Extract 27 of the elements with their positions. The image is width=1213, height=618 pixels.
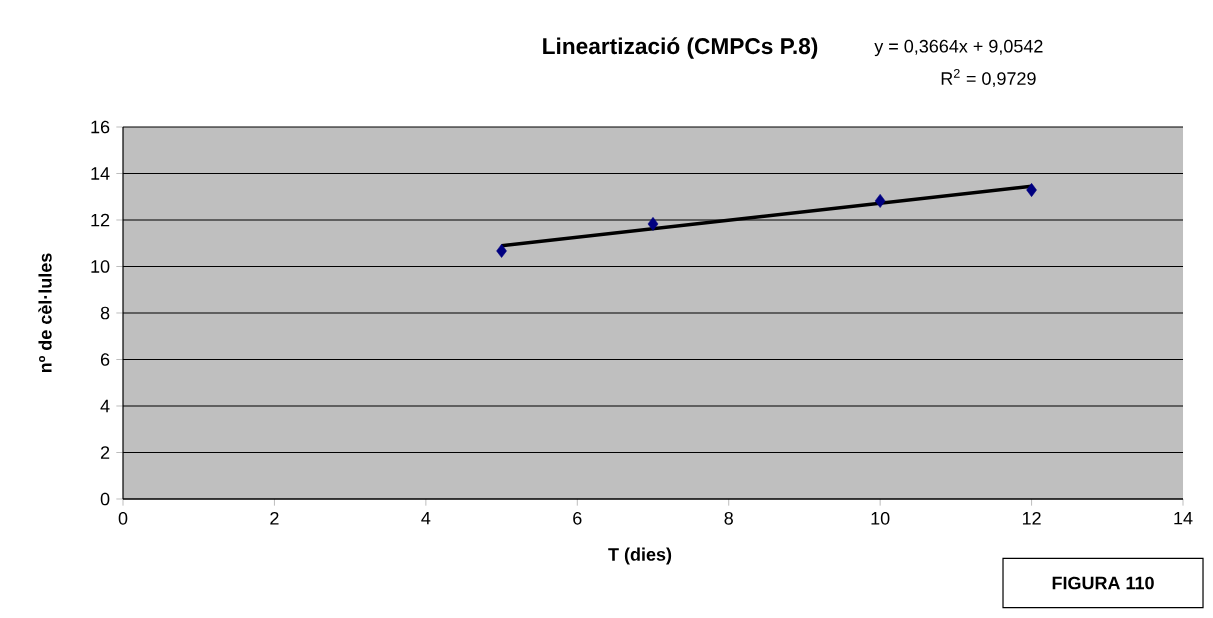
y-tick-label: 4 [100, 399, 110, 413]
x-tick-label: 10 [871, 511, 890, 525]
y-tick-label: 2 [100, 446, 110, 459]
x-tick-label: 2 [270, 511, 279, 525]
point [874, 194, 886, 208]
x-axis-title: T (dies) [608, 547, 672, 565]
x-tick-label: 8 [724, 511, 733, 525]
y-tick-label: 14 [91, 167, 110, 180]
y-tick-label: 0 [100, 492, 110, 506]
point [496, 243, 507, 258]
text: R$^{2}$ = 0,9729 [941, 68, 1036, 88]
x-tick-label: 4 [421, 511, 431, 525]
x-tick-label: 14 [1174, 511, 1193, 525]
y-tick-label: 16 [91, 120, 110, 134]
text: FIGURA 110 [1052, 576, 1154, 590]
y-tick-label: 6 [100, 353, 110, 366]
y-tick-label: 12 [91, 213, 110, 227]
chart-title: Lineartizació (CMPCs P.8) [543, 37, 818, 59]
y-tick-label: 10 [91, 260, 110, 273]
point [647, 217, 659, 231]
x-tick-label: 12 [1022, 511, 1041, 525]
x-tick-label: 0 [118, 511, 128, 525]
x-tick-label: 6 [573, 511, 582, 525]
y-axis-title: nº de cèl·lules [38, 253, 52, 373]
y-tick-label: 8 [100, 306, 110, 320]
point [1026, 183, 1037, 197]
text: y = 0,3664x + 9,0542 [874, 39, 1043, 57]
